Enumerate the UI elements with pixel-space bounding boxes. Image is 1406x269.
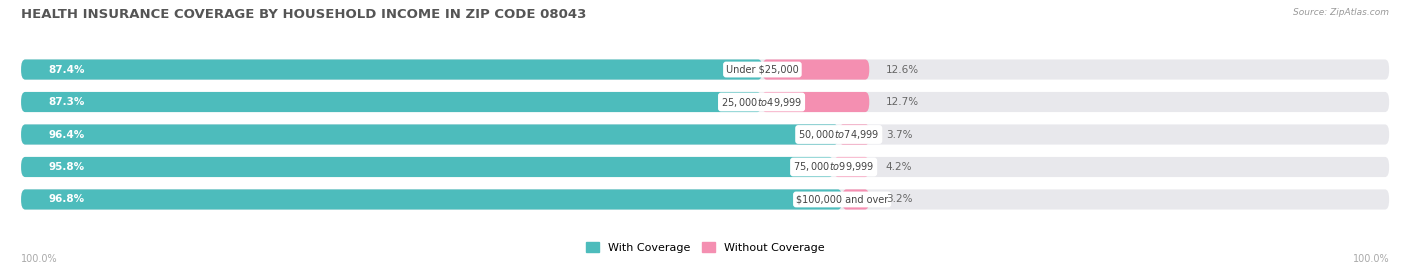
Text: 87.3%: 87.3%: [48, 97, 84, 107]
Text: 4.2%: 4.2%: [886, 162, 912, 172]
Text: Under $25,000: Under $25,000: [725, 65, 799, 75]
Text: 96.4%: 96.4%: [48, 129, 84, 140]
Text: $50,000 to $74,999: $50,000 to $74,999: [799, 128, 879, 141]
FancyBboxPatch shape: [839, 125, 870, 144]
FancyBboxPatch shape: [21, 157, 1389, 177]
FancyBboxPatch shape: [762, 59, 869, 80]
Text: Source: ZipAtlas.com: Source: ZipAtlas.com: [1294, 8, 1389, 17]
FancyBboxPatch shape: [834, 157, 869, 177]
Text: 12.7%: 12.7%: [886, 97, 918, 107]
FancyBboxPatch shape: [762, 92, 869, 112]
FancyBboxPatch shape: [21, 189, 842, 210]
Legend: With Coverage, Without Coverage: With Coverage, Without Coverage: [586, 242, 824, 253]
Text: 95.8%: 95.8%: [48, 162, 84, 172]
FancyBboxPatch shape: [21, 59, 1389, 80]
Text: 3.2%: 3.2%: [886, 194, 912, 204]
Text: 100.0%: 100.0%: [1353, 254, 1389, 264]
FancyBboxPatch shape: [21, 189, 1389, 210]
Text: HEALTH INSURANCE COVERAGE BY HOUSEHOLD INCOME IN ZIP CODE 08043: HEALTH INSURANCE COVERAGE BY HOUSEHOLD I…: [21, 8, 586, 21]
Text: 100.0%: 100.0%: [21, 254, 58, 264]
Text: $75,000 to $99,999: $75,000 to $99,999: [793, 161, 875, 174]
FancyBboxPatch shape: [21, 92, 762, 112]
FancyBboxPatch shape: [21, 92, 1389, 112]
Text: 96.8%: 96.8%: [48, 194, 84, 204]
Text: $100,000 and over: $100,000 and over: [796, 194, 889, 204]
Text: 12.6%: 12.6%: [886, 65, 918, 75]
Text: 3.7%: 3.7%: [887, 129, 912, 140]
Text: $25,000 to $49,999: $25,000 to $49,999: [721, 95, 803, 108]
FancyBboxPatch shape: [21, 125, 839, 144]
FancyBboxPatch shape: [21, 125, 1389, 144]
Text: 87.4%: 87.4%: [48, 65, 84, 75]
FancyBboxPatch shape: [842, 189, 869, 210]
FancyBboxPatch shape: [21, 157, 834, 177]
FancyBboxPatch shape: [21, 59, 762, 80]
